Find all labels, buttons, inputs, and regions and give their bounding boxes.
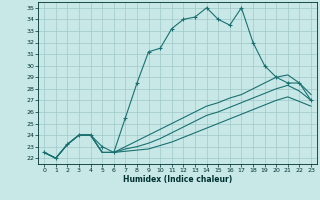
X-axis label: Humidex (Indice chaleur): Humidex (Indice chaleur) [123, 175, 232, 184]
